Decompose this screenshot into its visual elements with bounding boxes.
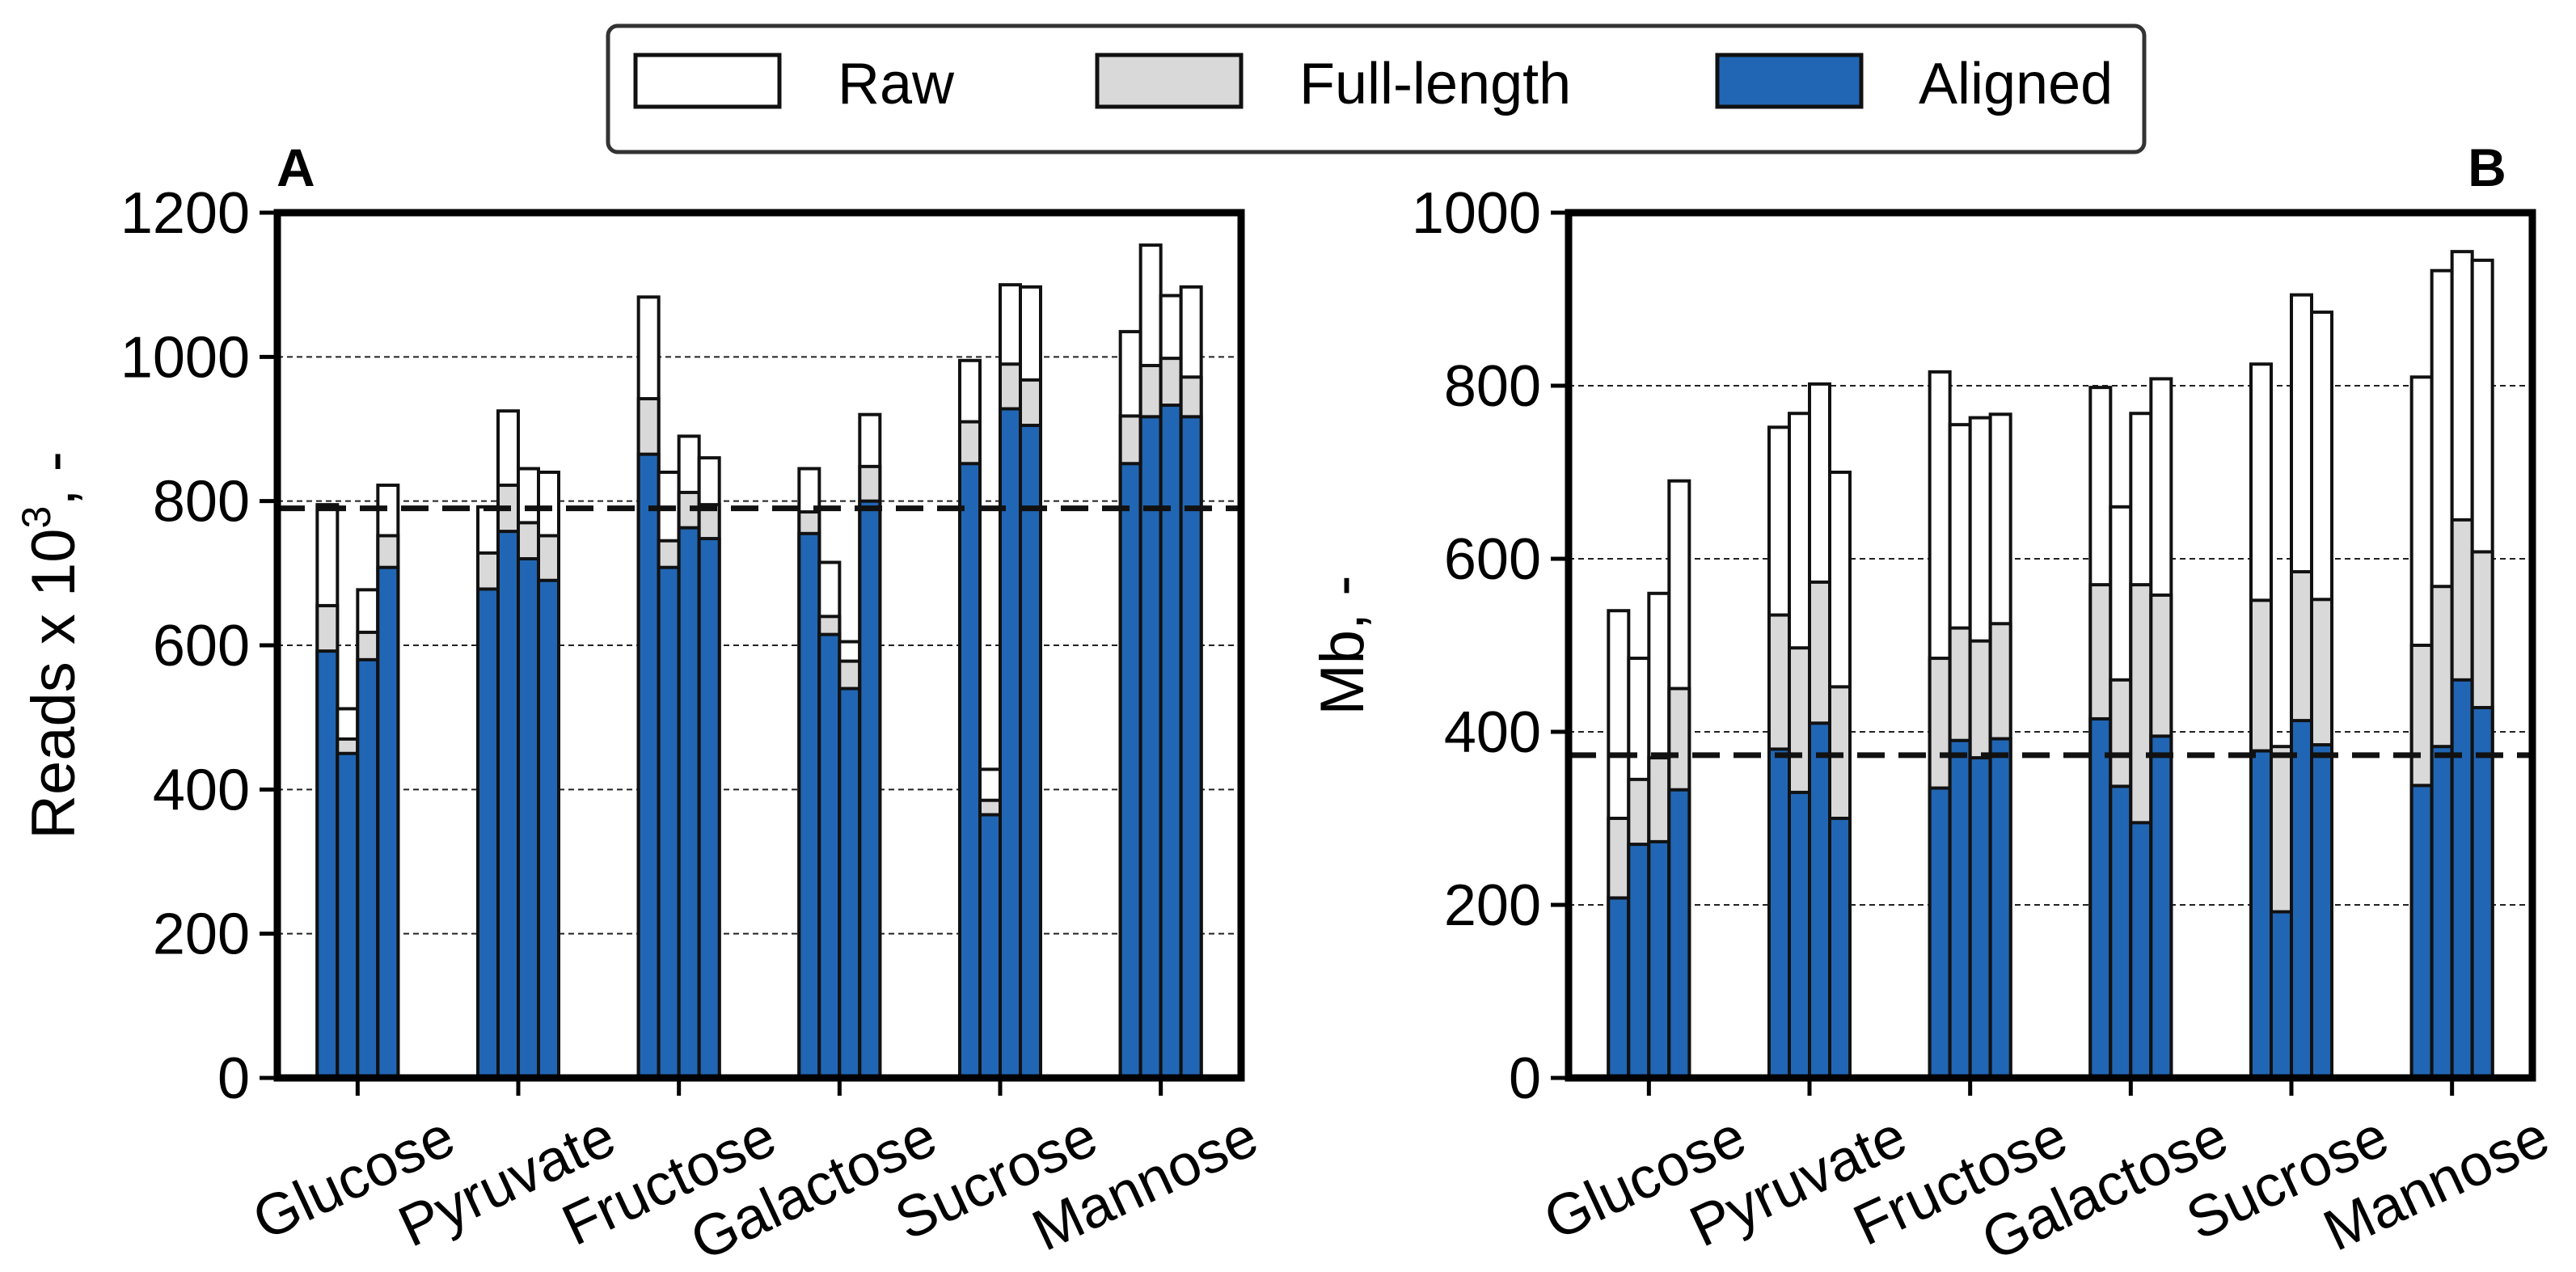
panel-b-bar-aligned-glucose-3 [1647, 839, 1671, 1080]
panel-b-gridlines [1569, 385, 2532, 906]
panel-a-bar-aligned-mannose-3 [1159, 404, 1183, 1080]
panel-b: B 0 200 400 600 800 1000 GlucosePyruvateFruct… [1308, 137, 2558, 1272]
panel-a-bar-aligned-glucose-1 [315, 649, 340, 1080]
panel-b-bar-aligned-sucrose-4 [2310, 743, 2333, 1080]
panel-a-bar-aligned-pyruvate-1 [476, 587, 500, 1080]
panel-a-bar-aligned-fructose-1 [636, 452, 661, 1080]
panel-a-bar-aligned-pyruvate-3 [517, 557, 540, 1080]
legend-swatch-aligned [1715, 53, 1864, 109]
panel-a-y-tick-label: 0 [217, 1046, 250, 1111]
panel-a-y-tick-label: 800 [153, 470, 250, 535]
panel-b-y-tick-label: 800 [1444, 354, 1541, 419]
panel-a-bar-aligned-pyruvate-4 [537, 578, 560, 1080]
panel-b-y-tick-label: 200 [1444, 873, 1541, 938]
panel-b-y-tick-label: 600 [1444, 527, 1541, 592]
panel-b-bar-aligned-mannose-1 [2409, 784, 2434, 1080]
panel-a-bar-aligned-sucrose-1 [958, 462, 982, 1080]
legend-label-aligned: Aligned [1919, 52, 2113, 116]
panel-b-bar-aligned-mannose-2 [2430, 745, 2454, 1080]
panel-b-label: B [2468, 137, 2506, 197]
panel-b-frame [1565, 209, 2536, 1082]
panel-b-y-tick-label: 0 [1509, 1046, 1541, 1111]
panel-a-bar-aligned-galactose-3 [838, 687, 862, 1080]
panel-b-bar-aligned-sucrose-3 [2290, 719, 2313, 1080]
panel-a-bar-aligned-glucose-4 [376, 565, 400, 1080]
panel-a-y-tick-label: 1200 [120, 181, 250, 246]
panel-b-bar-aligned-sucrose-2 [2270, 910, 2293, 1080]
panel-b-bar-aligned-pyruvate-4 [1828, 817, 1852, 1080]
panel-a-label: A [277, 137, 315, 197]
panel-b-bar-aligned-galactose-3 [2129, 821, 2153, 1080]
panel-b-bars [1607, 250, 2494, 1080]
panel-b-bar-aligned-pyruvate-2 [1788, 790, 1811, 1080]
panel-a-y-ticks: 0 200 400 600 800 1000 1200 [120, 181, 277, 1111]
panel-a-y-tick-label: 200 [153, 902, 250, 967]
panel-b-bar-aligned-pyruvate-3 [1808, 721, 1831, 1080]
legend-swatch-raw [633, 53, 782, 109]
panel-a-y-tick-label: 1000 [120, 325, 250, 390]
panel-b-y-tick-label: 1000 [1412, 181, 1541, 246]
legend-swatch-full-length [1095, 53, 1244, 109]
panel-a-y-tick-label: 600 [153, 614, 250, 678]
panel-a-bar-aligned-sucrose-2 [978, 813, 1002, 1080]
panel-a-bar-aligned-glucose-3 [356, 657, 380, 1080]
panel-b-bar-aligned-galactose-4 [2149, 734, 2173, 1080]
panel-a-bar-aligned-pyruvate-2 [496, 530, 520, 1080]
panel-b-y-ticks: 0 200 400 600 800 1000 [1412, 181, 1569, 1111]
panel-a-gridlines [277, 356, 1241, 935]
panel-b-bar-aligned-glucose-1 [1607, 896, 1631, 1080]
panel-b-y-tick-label: 400 [1444, 700, 1541, 765]
panel-a-bar-aligned-sucrose-4 [1019, 424, 1042, 1080]
panel-b-x-ticks: GlucosePyruvateFructoseGalactoseSucroseM… [1535, 1078, 2558, 1272]
panel-b-y-axis-label: Mb, - [1308, 575, 1377, 715]
panel-b-bar-aligned-fructose-4 [1988, 737, 2012, 1080]
panel-b-bar-aligned-fructose-3 [1968, 756, 1992, 1080]
panel-a-bar-aligned-galactose-1 [797, 531, 821, 1080]
panel-a-x-ticks: GlucosePyruvateFructoseGalactoseSucroseM… [243, 1078, 1267, 1272]
panel-b-bar-aligned-sucrose-1 [2249, 749, 2273, 1080]
panel-a-bar-aligned-mannose-4 [1179, 415, 1203, 1080]
panel-a-y-tick-label: 400 [153, 758, 250, 822]
panel-a-bar-aligned-glucose-2 [336, 751, 360, 1080]
panel-b-bar-aligned-fructose-1 [1928, 786, 1952, 1080]
panel-a-bar-aligned-fructose-2 [657, 565, 681, 1080]
panel-a-bar-aligned-galactose-4 [858, 499, 882, 1080]
panel-b-bar-aligned-glucose-4 [1667, 788, 1691, 1080]
panel-a-y-axis-label: Reads x 103, - [14, 451, 88, 839]
panel-a-bar-aligned-mannose-1 [1118, 462, 1142, 1080]
panel-b-bar-aligned-fructose-2 [1948, 738, 1972, 1080]
panel-a-bar-aligned-mannose-2 [1138, 415, 1163, 1080]
legend: Raw Full-length Aligned [606, 23, 2147, 154]
panel-a-bar-aligned-galactose-2 [817, 632, 842, 1080]
panel-a-bar-aligned-fructose-4 [697, 537, 721, 1080]
panel-a: A 0 200 400 600 800 1000 1200 GlucosePyruvateF… [14, 137, 1267, 1272]
legend-label-full-length: Full-length [1299, 52, 1571, 116]
panel-b-bar-aligned-mannose-3 [2450, 678, 2474, 1080]
panel-b-bar-aligned-mannose-4 [2470, 706, 2494, 1080]
legend-label-raw: Raw [838, 52, 955, 116]
panel-b-bar-aligned-galactose-1 [2088, 716, 2113, 1080]
panel-a-bar-aligned-fructose-3 [677, 526, 701, 1080]
panel-b-bar-aligned-glucose-2 [1627, 843, 1651, 1080]
panel-a-bars [315, 243, 1203, 1080]
panel-b-bar-aligned-galactose-2 [2109, 784, 2133, 1080]
panel-b-bar-aligned-pyruvate-1 [1767, 747, 1791, 1080]
